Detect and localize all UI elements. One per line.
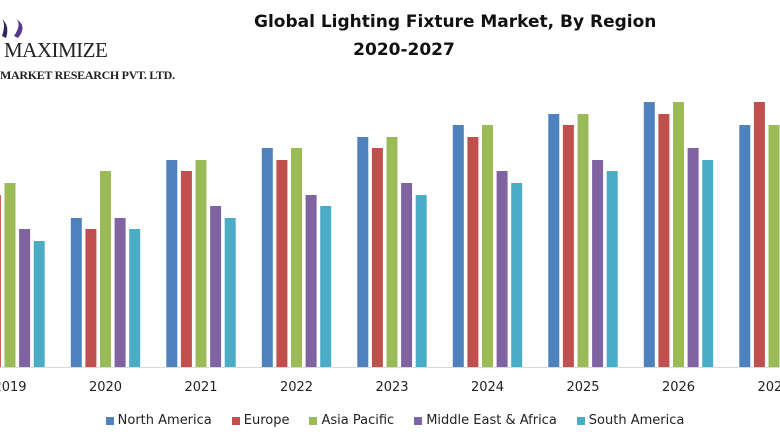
bar-europe-2025 [562,125,574,367]
legend-label: North America [117,413,212,428]
bar-middle-east-africa-2023 [401,183,413,367]
bar-north-america-2021 [166,160,178,367]
legend-swatch [105,417,114,425]
bar-north-america-2023 [357,137,369,367]
bar-europe-2021 [180,171,192,367]
bar-asia-pacific-2022 [291,148,302,367]
bar-europe-2023 [371,148,383,367]
chart-subtitle: 2020-2027 [353,40,455,60]
logo-name: MAXIMIZE [4,38,108,62]
bar-asia-pacific-2027 [768,125,780,367]
legend-item: Asia Pacific [309,413,394,429]
bar-south-america-2024 [511,183,523,367]
bar-europe-2022 [276,160,288,367]
chart-title: Global Lighting Fixture Market, By Regio… [254,12,657,32]
bar-north-america-2025 [548,114,560,367]
legend-swatch [576,417,585,425]
x-tick-label: 2020 [89,380,122,395]
x-tick-label: 2025 [566,380,599,395]
legend-swatch [231,417,240,425]
bar-europe-2027 [753,102,765,367]
bar-middle-east-africa-2022 [305,195,317,367]
bar-south-america-2020 [129,229,141,367]
bar-north-america-2026 [643,102,655,367]
bar-north-america-2024 [452,125,464,367]
bar-south-america-2022 [320,206,332,367]
bar-middle-east-africa-2025 [592,160,604,367]
bar-middle-east-africa-2021 [210,206,222,367]
bar-europe-2024 [467,137,479,367]
legend-item: North America [105,413,212,429]
bar-europe-2026 [658,114,670,367]
logo-mark-icon [2,19,23,38]
x-tick-label: 2024 [471,380,504,395]
legend-label: Middle East & Africa [426,413,557,428]
bar-south-america-2026 [702,160,714,367]
x-tick-label: 2022 [280,380,313,395]
bar-south-america-2025 [606,171,618,367]
bar-middle-east-africa-2019 [19,229,31,367]
bar-south-america-2021 [224,218,236,367]
x-tick-label: 2019 [0,380,27,395]
x-tick-label: 2027 [757,380,780,395]
bar-middle-east-africa-2020 [114,218,126,367]
bar-north-america-2027 [739,125,751,367]
bar-asia-pacific-2023 [386,137,398,367]
logo-subtitle: MARKET RESEARCH PVT. LTD. [0,68,175,82]
x-tick-label: 2023 [375,380,408,395]
legend-item: Middle East & Africa [414,413,557,429]
legend-swatch [309,417,318,425]
legend-label: Europe [243,413,290,428]
legend-item: Europe [231,413,290,429]
bar-asia-pacific-2025 [577,114,589,367]
bar-middle-east-africa-2024 [496,171,508,367]
legend-swatch [414,417,423,425]
logo: MAXIMIZE MARKET RESEARCH PVT. LTD. [0,18,200,88]
bar-asia-pacific-2021 [195,160,207,367]
bar-europe-2020 [85,229,97,367]
x-tick-label: 2021 [184,380,217,395]
bar-asia-pacific-2026 [673,102,684,367]
bar-asia-pacific-2019 [4,183,16,367]
bar-europe-2019 [0,195,1,367]
bar-north-america-2020 [70,218,82,367]
legend: North America Europe Asia Pacific Middle Ea… [0,413,780,429]
x-tick-label: 2026 [662,380,695,395]
bar-north-america-2022 [261,148,273,367]
legend-item: South America [576,413,685,429]
bar-asia-pacific-2024 [482,125,493,367]
bar-middle-east-africa-2026 [687,148,699,367]
legend-label: South America [588,413,685,428]
bar-asia-pacific-2020 [100,171,111,367]
bar-south-america-2019 [33,241,45,367]
legend-label: Asia Pacific [321,413,395,428]
bar-south-america-2023 [415,195,427,367]
